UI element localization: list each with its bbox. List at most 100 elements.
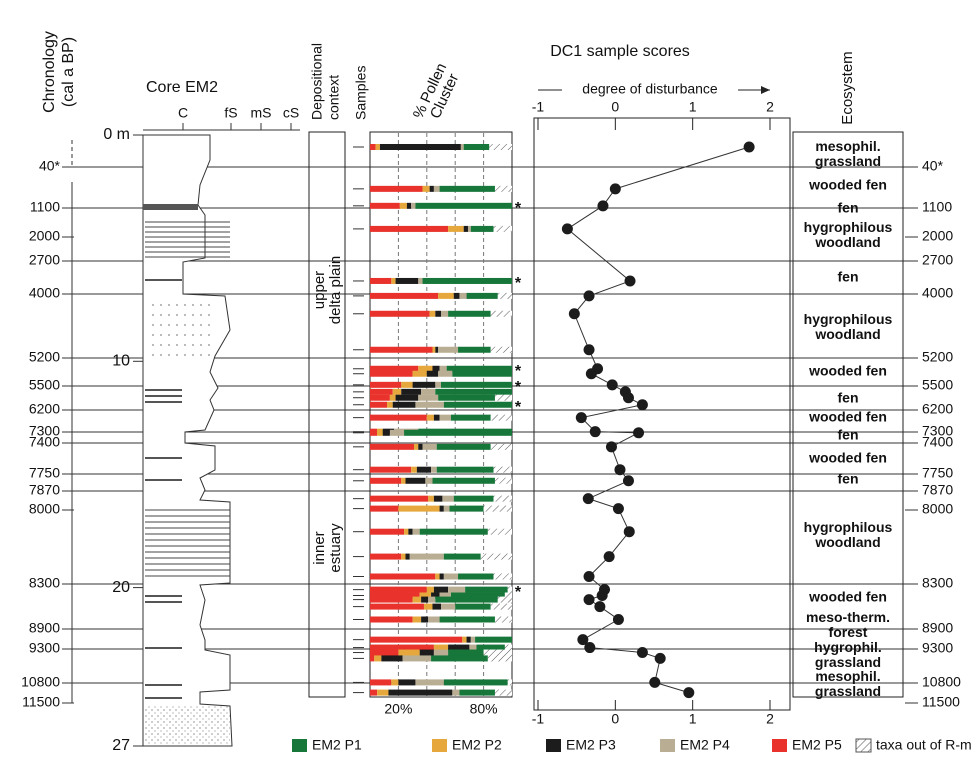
pollen-segment <box>454 293 460 299</box>
dc1-point <box>633 427 644 438</box>
pollen-segment <box>391 278 395 284</box>
pollen-segment <box>408 529 412 535</box>
legend-label: EM2 P1 <box>312 737 362 753</box>
pollen-segment <box>427 587 434 593</box>
chronology-label: 40* <box>39 158 61 174</box>
ecosystem-label: wooded fen <box>808 450 887 466</box>
pollen-segment <box>387 402 393 408</box>
depositional-title: context <box>326 75 342 120</box>
ecosystem-label: woodland <box>814 326 880 342</box>
pollen-segment <box>393 389 402 395</box>
dc1-point <box>569 308 580 319</box>
pollen-segment <box>370 617 413 623</box>
pollen-segment <box>404 529 408 535</box>
chronology-title: Chronology <box>41 31 58 113</box>
pollen-segment <box>370 444 414 450</box>
pollen-segment <box>459 293 466 299</box>
dc1-point <box>597 590 608 601</box>
pollen-segment <box>370 467 411 473</box>
pollen-segment <box>396 395 419 401</box>
pollen-segment <box>491 415 512 421</box>
pollen-segment <box>434 186 440 192</box>
pollen-segment <box>440 415 451 421</box>
ecosystem-label: fen <box>838 200 859 216</box>
dc1-point <box>584 642 595 653</box>
pollen-segment <box>383 430 390 436</box>
pollen-segment <box>407 203 411 209</box>
depositional-column <box>309 132 345 697</box>
pollen-segment <box>421 617 428 623</box>
pollen-segment <box>444 574 458 580</box>
pollen-segment <box>437 444 491 450</box>
sample-flag: * <box>515 275 522 292</box>
pollen-segment <box>396 278 419 284</box>
pollen-segment <box>440 574 444 580</box>
chronology-label: 4000 <box>29 285 60 301</box>
pollen-segment <box>370 679 391 685</box>
pollen-segment <box>418 395 438 401</box>
pollen-segment <box>438 347 458 353</box>
pollen-segment <box>424 604 433 610</box>
sample-flag: * <box>515 584 522 601</box>
pollen-segment <box>438 395 495 401</box>
pollen-segment <box>435 347 438 353</box>
pollen-segment <box>391 679 398 685</box>
depositional-unit: estuary <box>327 523 344 573</box>
pollen-segment <box>430 311 436 317</box>
pollen-segment <box>428 496 434 502</box>
pollen-segment <box>370 574 435 580</box>
pollen-segment <box>406 554 410 560</box>
pollen-segment <box>467 637 471 643</box>
arrow-head <box>761 86 770 94</box>
pollen-segment <box>370 382 401 388</box>
pollen-segment <box>427 415 434 421</box>
pollen-segment <box>498 597 512 603</box>
pollen-segment <box>370 554 401 560</box>
pollen-segment <box>370 144 376 150</box>
ecosystem-label: hygrophilous <box>804 519 893 535</box>
pollen-segment <box>413 371 427 377</box>
pollen-segment <box>370 402 387 408</box>
dc1-point <box>613 503 624 514</box>
pollen-segment <box>428 597 435 603</box>
dc1-point <box>584 594 595 605</box>
ecosystem-label: fen <box>838 427 859 443</box>
pollen-segment <box>434 587 448 593</box>
pollen-segment <box>411 467 417 473</box>
pollen-segment <box>393 402 416 408</box>
pollen-segment <box>491 311 512 317</box>
pollen-segment <box>401 389 421 395</box>
pollen-segment <box>406 478 426 484</box>
chronology-label: 11500 <box>922 694 960 710</box>
pollen-segment <box>390 395 396 401</box>
dc1-point <box>624 526 635 537</box>
chronology-label: 9300 <box>922 640 953 656</box>
pollen-segment <box>475 637 512 643</box>
pollen-segment <box>438 293 454 299</box>
pollen-segment <box>415 402 443 408</box>
chronology-label: 7870 <box>922 482 953 498</box>
pollen-segment <box>435 574 439 580</box>
pollen-segment <box>438 371 452 377</box>
pollen-segment <box>425 478 432 484</box>
depth-tick-label: 0 m <box>103 126 130 143</box>
pollen-segment <box>435 311 441 317</box>
pollen-segment <box>434 496 443 502</box>
pollen-segment <box>413 382 436 388</box>
pollen-segment <box>444 679 508 685</box>
depositional-unit: upper <box>311 271 328 309</box>
pollen-segment <box>451 415 491 421</box>
pollen-segment <box>415 679 443 685</box>
pollen-segment <box>455 604 491 610</box>
pollen-segment <box>494 467 512 473</box>
legend-label: EM2 P5 <box>792 737 842 753</box>
ecosystem-label: hygrophil. <box>814 639 882 655</box>
x-tick-label: 2 <box>766 711 774 727</box>
chronology-label: 7870 <box>29 482 60 498</box>
pollen-segment <box>508 679 512 685</box>
pollen-segment <box>370 389 393 395</box>
pollen-segment <box>462 637 466 643</box>
pollen-segment <box>495 395 512 401</box>
pollen-segment <box>448 226 464 232</box>
pollen-segment <box>440 617 495 623</box>
